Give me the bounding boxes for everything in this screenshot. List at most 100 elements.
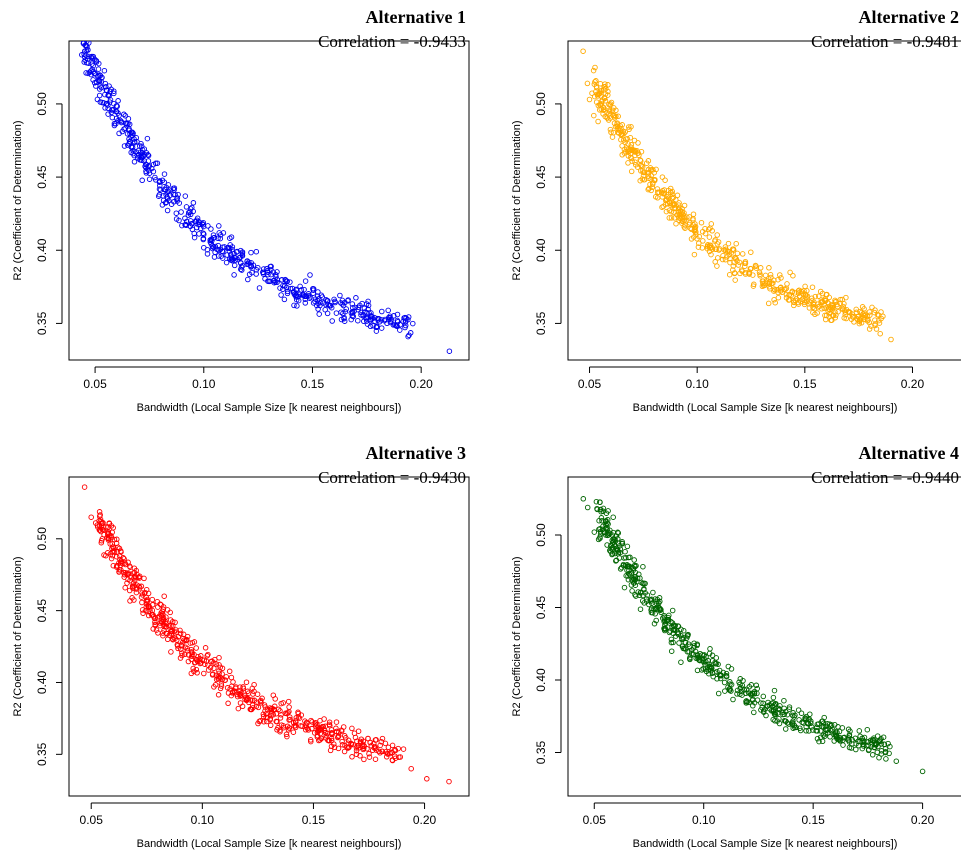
data-point xyxy=(730,263,737,269)
data-point xyxy=(814,735,821,742)
data-point xyxy=(702,661,708,668)
x-tick-label: 0.10 xyxy=(191,813,215,827)
data-point xyxy=(379,735,386,742)
data-point xyxy=(771,710,778,717)
data-point xyxy=(150,601,156,608)
data-point xyxy=(158,613,165,619)
data-point xyxy=(182,221,189,228)
data-point xyxy=(614,123,620,130)
data-point xyxy=(708,251,714,258)
data-point xyxy=(248,264,254,270)
data-point xyxy=(107,541,113,547)
data-point xyxy=(161,593,167,599)
data-point xyxy=(207,239,214,245)
data-point xyxy=(810,309,816,316)
data-point xyxy=(343,306,349,312)
data-point xyxy=(726,271,733,278)
data-point xyxy=(872,317,878,323)
data-point xyxy=(253,267,260,273)
data-point xyxy=(248,249,254,256)
data-point xyxy=(609,532,616,538)
data-point xyxy=(832,314,838,321)
data-point xyxy=(300,292,307,298)
data-point xyxy=(202,645,209,651)
data-point xyxy=(283,731,290,738)
data-point xyxy=(333,310,340,316)
data-point xyxy=(349,313,356,319)
x-tick-label: 0.05 xyxy=(578,377,602,391)
data-point xyxy=(232,255,238,261)
data-point xyxy=(192,218,199,225)
data-point xyxy=(167,609,173,616)
data-point xyxy=(96,77,103,84)
data-point xyxy=(765,699,771,706)
data-point xyxy=(767,285,773,292)
data-point xyxy=(637,606,644,612)
data-point xyxy=(791,302,797,309)
data-point xyxy=(245,276,251,283)
data-point xyxy=(751,691,758,697)
data-point xyxy=(212,682,219,688)
data-point xyxy=(193,645,199,651)
data-point xyxy=(641,600,647,606)
data-point xyxy=(691,227,698,233)
data-point xyxy=(604,115,611,121)
data-point xyxy=(866,326,873,332)
data-point xyxy=(143,586,150,593)
data-point xyxy=(201,657,208,663)
data-point xyxy=(284,278,290,284)
data-point xyxy=(143,170,150,176)
data-point xyxy=(392,747,398,753)
data-point xyxy=(652,176,658,183)
data-point xyxy=(224,685,231,691)
data-point xyxy=(103,87,110,93)
data-point xyxy=(636,152,642,159)
data-point xyxy=(187,640,194,646)
data-point xyxy=(355,317,361,324)
data-point xyxy=(824,726,831,733)
data-point xyxy=(822,302,828,309)
data-point xyxy=(167,617,174,623)
data-point xyxy=(291,723,297,729)
data-point xyxy=(133,149,139,155)
data-point xyxy=(822,296,829,302)
data-point xyxy=(263,711,269,717)
data-point xyxy=(777,272,783,278)
data-point xyxy=(377,742,383,749)
data-point xyxy=(777,703,783,709)
data-point xyxy=(227,235,233,241)
data-point xyxy=(633,593,639,599)
data-point xyxy=(113,540,120,547)
y-axis-label: R2 (Coefficient of Determination) xyxy=(511,557,523,717)
data-point xyxy=(308,738,314,745)
data-point xyxy=(364,321,371,327)
data-point xyxy=(591,81,598,87)
data-point xyxy=(115,98,121,104)
data-point xyxy=(796,717,802,723)
data-point xyxy=(312,720,319,726)
data-point xyxy=(124,131,131,137)
data-point xyxy=(645,186,651,193)
data-point xyxy=(637,575,643,581)
data-point xyxy=(374,323,380,330)
data-point xyxy=(152,619,158,626)
data-point xyxy=(584,504,591,511)
data-point xyxy=(278,292,284,298)
data-point xyxy=(99,526,106,533)
data-point xyxy=(341,318,348,324)
data-point xyxy=(144,598,151,604)
data-point xyxy=(310,290,316,296)
plot-frame xyxy=(567,40,961,361)
data-point xyxy=(183,218,190,225)
data-point xyxy=(738,267,745,273)
data-point xyxy=(609,551,615,558)
data-point xyxy=(594,85,600,91)
point-cloud xyxy=(580,496,926,775)
data-point xyxy=(190,665,196,672)
data-point xyxy=(251,688,257,695)
data-point xyxy=(638,148,645,155)
data-point xyxy=(253,248,260,255)
data-point xyxy=(795,707,802,713)
data-point xyxy=(668,636,675,643)
